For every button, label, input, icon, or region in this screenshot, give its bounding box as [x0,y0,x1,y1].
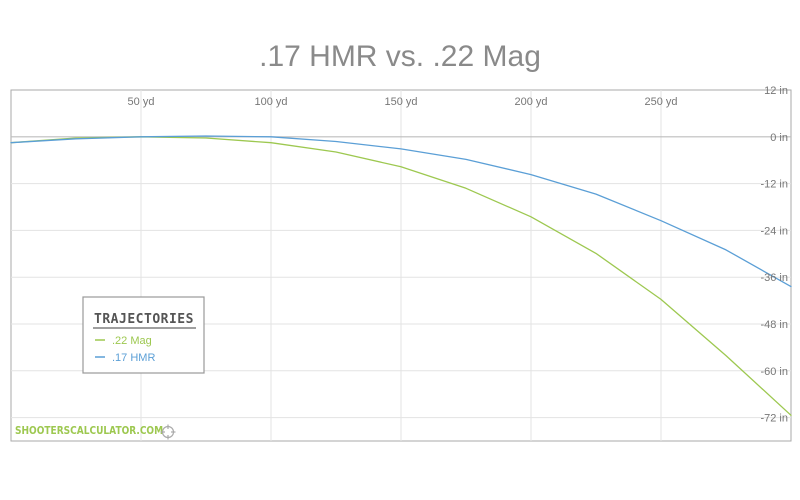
watermark-text: SHOOTERSCALCULATOR.COM [15,424,164,437]
crosshair-icon [160,424,176,440]
y-tick-label: -12 in [760,179,788,191]
y-tick-label: 12 in [764,85,788,97]
x-tick-label: 250 yd [644,96,677,108]
tick-labels: 50 yd 100 yd 150 yd 200 yd 250 yd 12 in 0 in -1… [128,85,788,425]
y-tick-label: -24 in [760,225,788,237]
legend-title: TRAJECTORIES [94,312,194,327]
x-tick-label: 200 yd [514,96,547,108]
x-tick-label: 150 yd [384,96,417,108]
x-tick-label: 50 yd [128,96,155,108]
y-tick-label: -48 in [760,319,788,331]
y-tick-label: -72 in [760,413,788,425]
legend-label-17-hmr: .17 HMR [112,352,155,364]
series-lines [10,135,792,416]
y-tick-label: 0 in [770,132,788,144]
series-line-17-hmr [10,135,792,288]
x-tick-label: 100 yd [254,96,287,108]
legend: TRAJECTORIES .22 Mag .17 HMR [82,296,205,374]
y-tick-label: -60 in [760,366,788,378]
legend-box [82,296,205,374]
legend-label-22-mag: .22 Mag [112,335,152,347]
y-tick-label: -36 in [760,272,788,284]
chart-title: .17 HMR vs. .22 Mag [259,40,541,73]
